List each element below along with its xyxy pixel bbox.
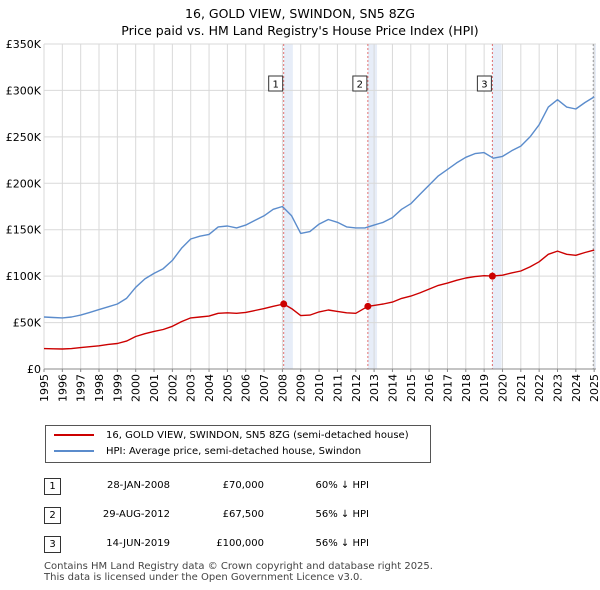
x-tick-label: 1998 [93,374,106,402]
y-tick-label: £300K [6,84,42,97]
sale-hpi-diff: 56% ↓ HPI [315,509,369,520]
sale-price: £70,000 [222,480,264,491]
sale-label-frame [268,75,284,92]
sale-date: 14-JUN-2019 [106,538,170,549]
sale-label-box-2: 2 [352,75,368,92]
sale-date: 29-AUG-2012 [102,509,170,520]
x-tick-label: 2009 [295,374,308,402]
sale-label-text: 2 [357,80,363,91]
y-tick-label: £150K [6,224,42,237]
series-lines [43,96,595,350]
sale-band-2 [367,44,378,369]
x-tick-label: 2003 [185,374,198,402]
legend-hpi-swatch [54,450,94,452]
table-row: 2 29-AUG-2012 £67,500 56% ↓ HPI [44,507,444,525]
legend-item-hpi: HPI: Average price, semi-detached house,… [54,445,361,459]
footer-copyright: Contains HM Land Registry data © Crown c… [44,561,433,572]
x-tick-label: 1997 [75,374,88,402]
sale-label-text: 1 [273,80,279,91]
chart-title: 16, GOLD VIEW, SWINDON, SN5 8ZG Price pa… [0,5,600,39]
table-row: 3 14-JUN-2019 £100,000 56% ↓ HPI [44,536,444,554]
footer-license: This data is licensed under the Open Gov… [44,572,363,583]
sale-hpi-diff: 56% ↓ HPI [315,538,369,549]
sale-label-text: 3 [481,80,487,91]
sale-label-box-1: 1 [268,75,284,92]
sale-point-2 [364,302,372,310]
legend-hpi-label: HPI: Average price, semi-detached house,… [106,446,362,457]
sale-number-badge: 2 [44,507,61,524]
y-tick-label: £100K [6,270,42,283]
x-tick-label: 2021 [515,374,528,402]
legend-item-property: 16, GOLD VIEW, SWINDON, SN5 8ZG (semi-de… [54,429,409,443]
chart-title-line2: Price paid vs. HM Land Registry's House … [121,23,479,38]
sale-number-badge: 3 [44,536,61,553]
x-tick-label: 2000 [130,374,143,402]
x-tick-label: 2025 [588,374,600,402]
price-chart: 1 2 3 £0 £50K £100K £150K £200K £250K £300K £350K… [6,38,600,402]
x-tick-label: 2019 [478,374,491,402]
chart-title-line1: 16, GOLD VIEW, SWINDON, SN5 8ZG [185,6,415,21]
x-tick-label: 2014 [386,374,399,402]
sale-band-3 [492,44,502,369]
x-tick-label: 2011 [331,374,344,402]
x-tick-label: 2004 [203,374,216,402]
x-tick-label: 2008 [276,374,289,402]
x-tick-label: 2017 [441,374,454,402]
sale-hpi-diff: 60% ↓ HPI [315,480,369,491]
x-tick-label: 1996 [56,374,69,402]
legend-property-swatch [54,434,94,436]
x-tick-label: 2005 [221,374,234,402]
y-tick-label: £200K [6,177,42,190]
x-tick-label: 2020 [496,374,509,402]
axes: £0 £50K £100K £150K £200K £250K £300K £350K 1995… [6,38,600,402]
sale-label-box-3: 3 [476,75,492,92]
x-tick-label: 2024 [570,374,583,402]
x-tick-label: 2007 [258,374,271,402]
x-tick-label: 2015 [405,374,418,402]
x-tick-label: 2002 [166,374,179,402]
x-tick-label: 2010 [313,374,326,402]
sale-band-1 [283,44,293,369]
x-tick-label: 1995 [38,374,51,402]
sale-labels: 1 2 3 [268,75,492,92]
sale-date: 28-JAN-2008 [106,480,170,491]
table-row: 1 28-JAN-2008 £70,000 60% ↓ HPI [44,478,444,496]
x-tick-label: 2001 [148,374,161,402]
y-tick-label: £250K [6,131,42,144]
y-tick-label: £0 [27,363,41,376]
sale-point-1 [280,300,288,308]
y-tick-label: £50K [13,317,42,330]
sale-price: £100,000 [216,538,264,549]
x-tick-label: 2022 [533,374,546,402]
sale-price: £67,500 [222,509,264,520]
x-tick-label: 2016 [423,374,436,402]
gridlines [43,43,596,370]
y-tick-label: £350K [6,38,42,51]
legend-property-label: 16, GOLD VIEW, SWINDON, SN5 8ZG (semi-de… [106,430,409,441]
property-price-line [43,249,595,350]
x-tick-label: 2013 [368,374,381,402]
sale-point-3 [488,272,496,280]
x-tick-label: 2006 [240,374,253,402]
sale-highlight-bands [44,44,596,369]
sale-label-frame [352,75,368,92]
plot-area [44,44,596,369]
x-tick-label: 2012 [350,374,363,402]
hpi-line [43,96,595,319]
x-tick-label: 1999 [111,374,124,402]
sale-label-frame [476,75,492,92]
x-tick-label: 2018 [460,374,473,402]
x-tick-label: 2023 [551,374,564,402]
sale-points [280,272,496,310]
legend: 16, GOLD VIEW, SWINDON, SN5 8ZG (semi-de… [45,425,431,463]
footer-attribution: Contains HM Land Registry data © Crown c… [44,561,433,583]
sale-number-badge: 1 [44,478,61,495]
